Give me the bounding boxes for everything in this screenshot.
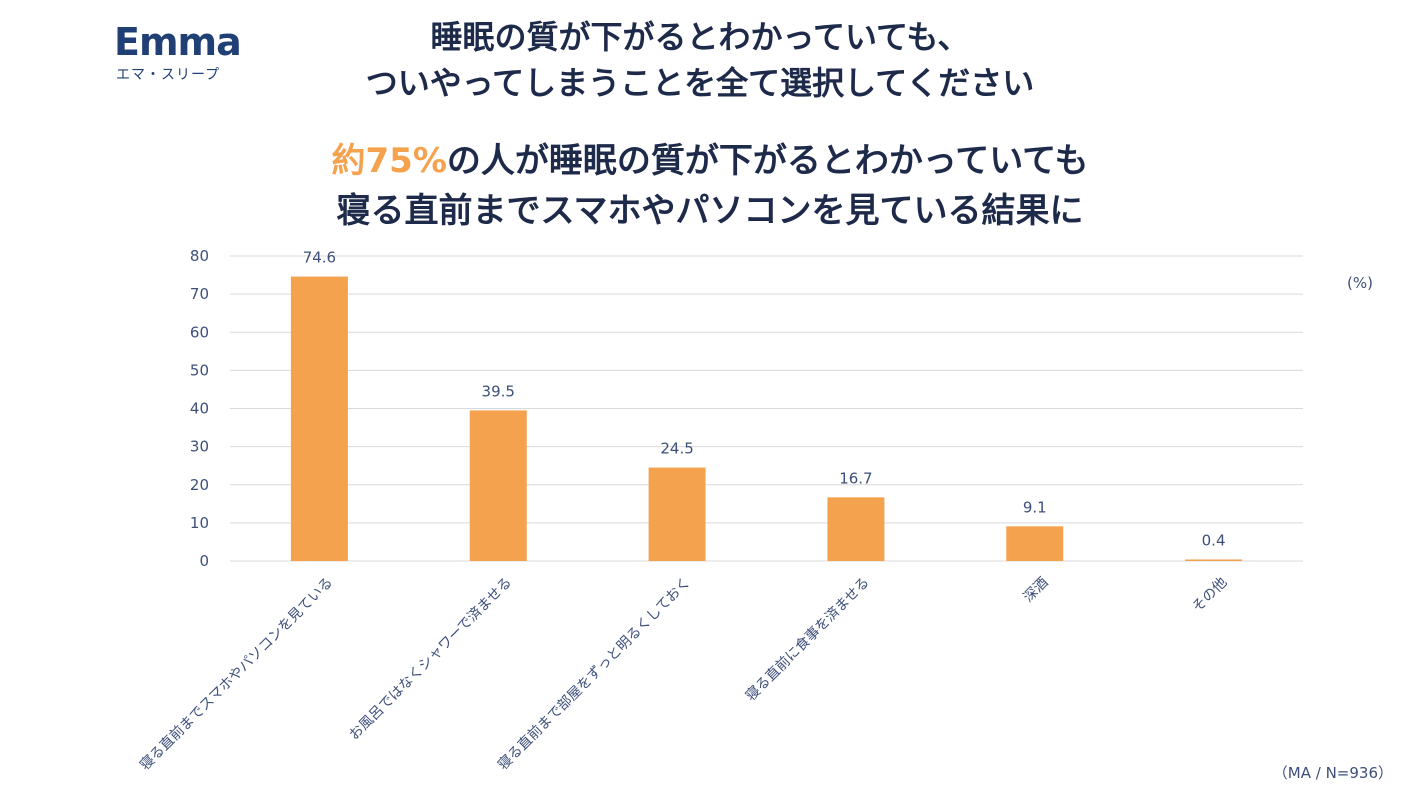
logo-subtitle: エマ・スリープ [116,67,221,83]
headline: 約75%の人が睡眠の質が下がるとわかっていても 寝る直前までスマホやパソコンを見… [200,136,1220,236]
title-line-2: ついやってしまうことを全て選択してください [365,64,1035,102]
y-tick-label: 30 [190,438,209,456]
y-tick-label: 70 [190,285,209,303]
category-label: 寝る直前に食事を済ませる [742,574,873,705]
category-label: その他 [1189,575,1230,616]
y-tick-label: 50 [190,361,209,379]
bar [827,497,885,561]
bar-value-label: 16.7 [839,469,872,487]
bar [1006,526,1064,561]
y-tick-label: 10 [190,514,209,532]
footnote: （MA / N=936） [1272,764,1393,782]
unit-label: (%) [1347,274,1373,292]
bar-value-label: 0.4 [1202,531,1226,549]
headline-line-1: 約75%の人が睡眠の質が下がるとわかっていても [200,136,1220,186]
y-tick-label: 80 [190,247,209,265]
y-tick-label: 20 [190,476,209,494]
headline-line-1-rest: の人が睡眠の質が下がるとわかっていても [446,141,1089,181]
bar [648,467,706,561]
y-tick-label: 40 [190,400,209,418]
bar [1185,559,1243,561]
bar [469,410,527,561]
category-label: 深酒 [1020,575,1051,606]
category-label: 寝る直前までスマホやパソコンを見ている [136,574,336,774]
y-tick-label: 60 [190,323,209,341]
bar-value-label: 39.5 [482,382,515,400]
headline-line-2: 寝る直前までスマホやパソコンを見ている結果に [336,191,1084,231]
bar-value-label: 9.1 [1023,498,1047,516]
bar-value-label: 74.6 [303,249,336,267]
headline-accent: 約75% [331,141,447,181]
bar-value-label: 24.5 [660,440,693,458]
category-label: 寝る直前まで部屋をずっと明るくしておく [494,574,694,774]
logo-wordmark: Emma [114,20,242,64]
brand-logo: Emma エマ・スリープ [114,20,264,90]
title-line-1: 睡眠の質が下がるとわかっていても、 [430,18,970,56]
y-tick-label: 0 [199,552,209,570]
page-title: 睡眠の質が下がるとわかっていても、 ついやってしまうことを全て選択してください [250,14,1150,106]
bar [290,276,348,561]
category-label: お風呂ではなくシャワーで済ませる [346,575,515,744]
